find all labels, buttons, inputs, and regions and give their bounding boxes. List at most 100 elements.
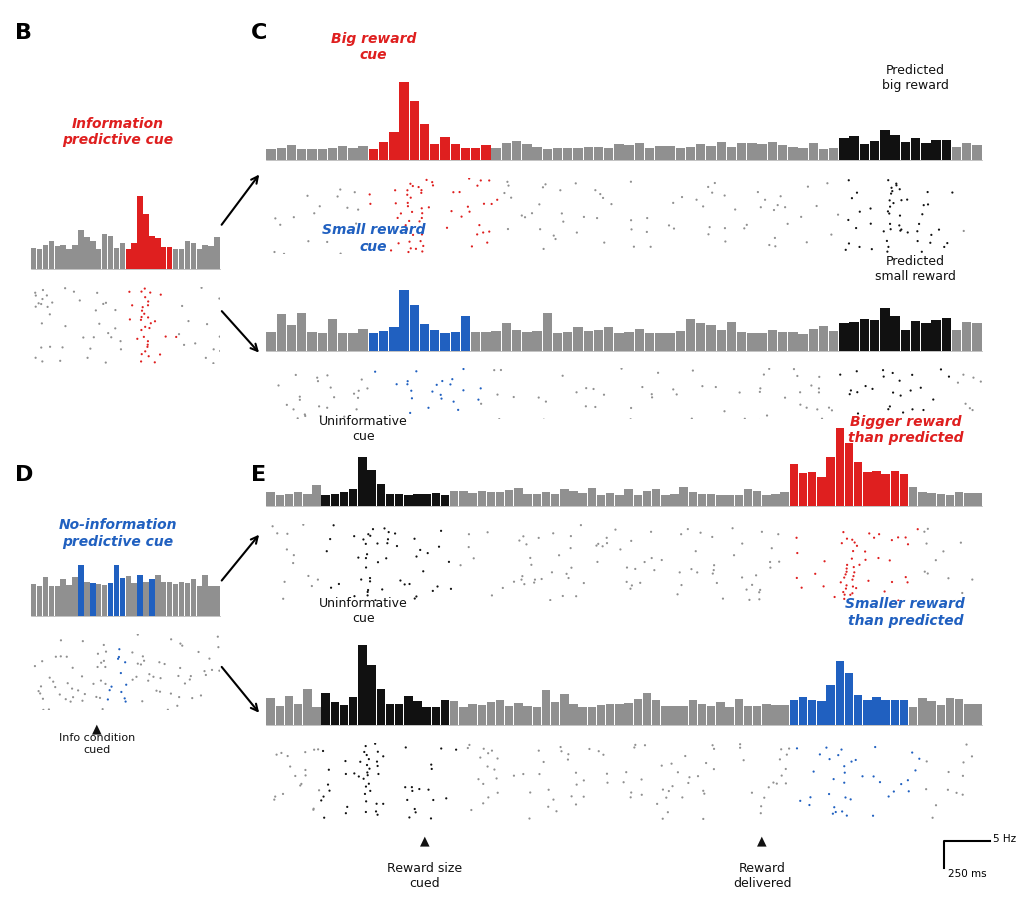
Point xyxy=(619,560,635,575)
Point xyxy=(174,639,190,653)
Point xyxy=(433,524,449,538)
Text: 5 Hz: 5 Hz xyxy=(992,834,1016,843)
Point xyxy=(430,579,446,594)
Point xyxy=(923,229,939,243)
Point xyxy=(306,802,322,816)
Bar xyxy=(652,700,661,725)
Point xyxy=(32,686,48,701)
Point xyxy=(737,412,753,426)
Point xyxy=(348,217,364,231)
Point xyxy=(623,214,639,229)
Point xyxy=(892,209,908,223)
Point xyxy=(638,225,655,240)
Point xyxy=(320,777,337,792)
Point xyxy=(674,190,691,205)
Point xyxy=(359,415,375,430)
Bar xyxy=(284,696,294,725)
Point xyxy=(293,778,309,793)
Point xyxy=(683,412,700,426)
Point xyxy=(58,650,75,664)
Bar xyxy=(808,473,816,507)
Point xyxy=(359,589,375,603)
Point xyxy=(140,673,157,688)
Point xyxy=(443,205,459,220)
Point xyxy=(426,793,442,807)
Point xyxy=(133,658,149,672)
Point xyxy=(97,660,114,674)
Point xyxy=(954,586,971,600)
Point xyxy=(408,242,425,257)
Point xyxy=(493,363,509,378)
Point xyxy=(362,571,379,586)
Point xyxy=(832,368,848,383)
Point xyxy=(885,366,901,381)
Point xyxy=(538,394,554,409)
Point xyxy=(838,581,854,596)
Point xyxy=(931,223,947,238)
Bar xyxy=(726,322,737,352)
Bar xyxy=(762,704,770,725)
Point xyxy=(310,573,326,588)
Point xyxy=(623,401,639,415)
Point xyxy=(387,527,403,541)
Point xyxy=(779,748,795,763)
Bar xyxy=(919,492,927,507)
Point xyxy=(865,769,882,783)
Point xyxy=(643,391,660,405)
Bar xyxy=(570,704,578,725)
Point xyxy=(96,654,113,669)
Bar xyxy=(349,489,357,507)
Bar xyxy=(633,700,642,725)
Point xyxy=(57,320,74,334)
Bar xyxy=(561,489,569,507)
Bar xyxy=(460,148,471,160)
Point xyxy=(137,344,153,359)
Point xyxy=(122,312,138,327)
Bar xyxy=(757,145,767,160)
Point xyxy=(857,553,874,568)
Point xyxy=(655,783,671,797)
Point xyxy=(369,759,386,773)
Bar xyxy=(367,666,375,725)
Bar xyxy=(870,321,880,352)
Bar xyxy=(450,145,460,160)
Point xyxy=(48,650,64,664)
Point xyxy=(519,537,535,552)
Bar xyxy=(873,472,881,507)
Point xyxy=(854,769,871,783)
Point xyxy=(920,522,936,537)
Point xyxy=(552,740,569,754)
Point xyxy=(537,178,553,192)
Bar xyxy=(515,489,523,507)
Point xyxy=(141,322,158,336)
Point xyxy=(505,575,522,589)
Point xyxy=(33,297,49,312)
Point xyxy=(133,354,149,369)
Point xyxy=(704,186,720,200)
Bar xyxy=(179,582,184,616)
Bar xyxy=(954,492,964,507)
Point xyxy=(623,223,639,238)
Point xyxy=(691,419,707,434)
Bar xyxy=(522,333,532,352)
Point xyxy=(724,521,741,536)
Point xyxy=(893,777,909,792)
Point xyxy=(569,777,585,792)
Bar xyxy=(276,149,286,160)
Point xyxy=(925,393,941,407)
Point xyxy=(424,762,440,776)
Point xyxy=(135,650,151,664)
Bar xyxy=(679,706,687,725)
Point xyxy=(53,633,70,648)
Point xyxy=(841,237,857,251)
Point xyxy=(401,235,417,250)
Point xyxy=(357,787,373,802)
Point xyxy=(402,178,418,192)
Point xyxy=(843,384,859,398)
Point xyxy=(687,544,704,558)
Point xyxy=(899,193,916,208)
Point xyxy=(503,191,520,206)
Bar xyxy=(512,142,522,160)
Point xyxy=(475,226,491,241)
Point xyxy=(359,765,375,780)
